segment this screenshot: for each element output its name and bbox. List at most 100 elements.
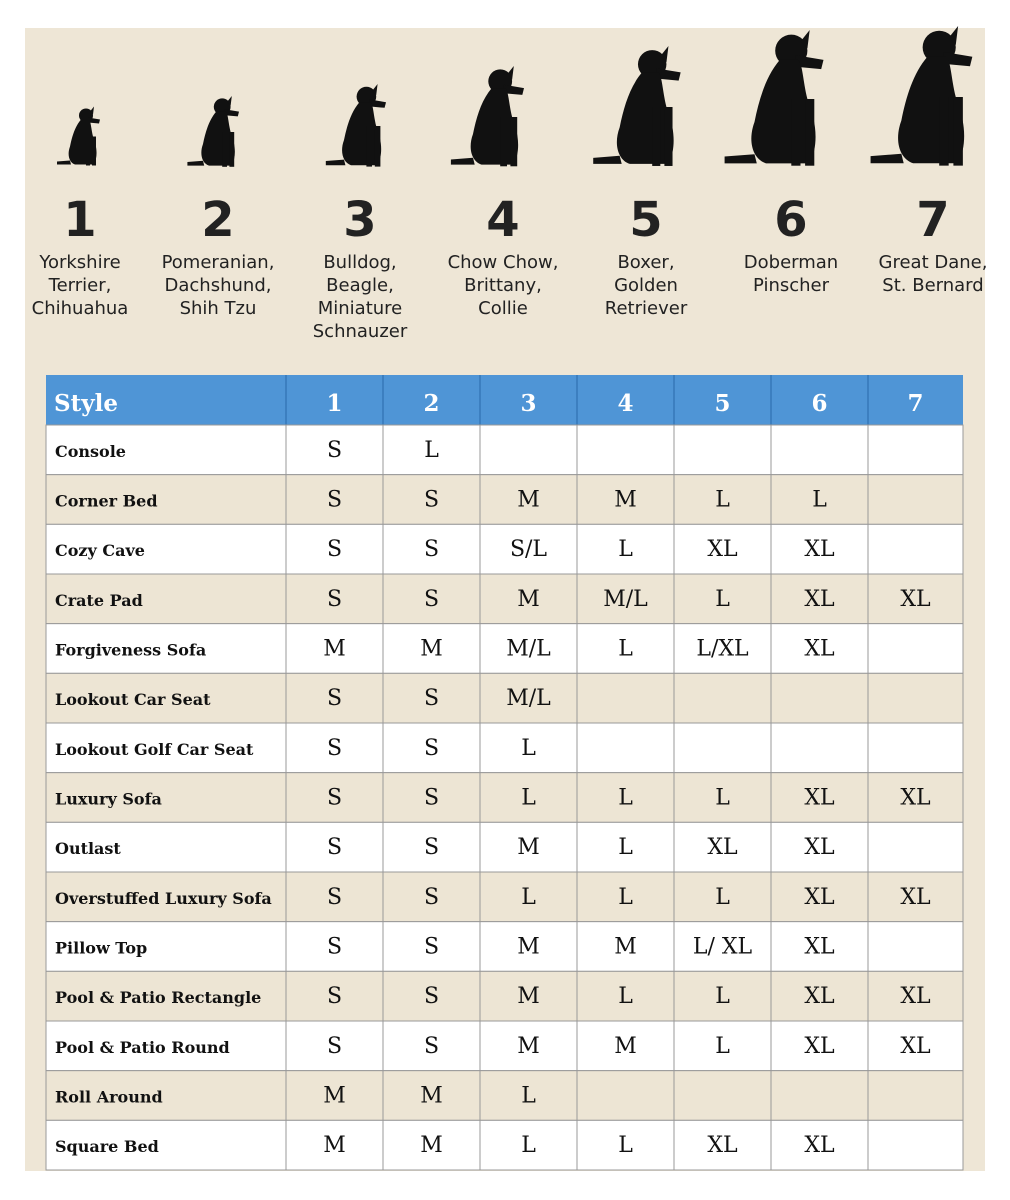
size-cell: S (327, 587, 342, 612)
breed-name: Chow Chow, (448, 252, 559, 273)
breed-name: Pomeranian, (162, 252, 275, 273)
size-cell: L/XL (696, 637, 749, 662)
size-cell: XL (804, 537, 835, 562)
breed-name: Doberman (744, 252, 838, 273)
breed-name: Yorkshire (38, 252, 120, 273)
size-cell: M (614, 935, 637, 960)
breed-name: St. Bernard (882, 275, 983, 296)
breed-number: 5 (629, 192, 662, 248)
table-row (45, 772, 964, 823)
table-row (45, 871, 964, 923)
size-cell: XL (804, 587, 835, 612)
size-cell: M/L (603, 587, 648, 612)
breed-name: Chihuahua (32, 298, 129, 319)
size-cell: M (420, 1084, 443, 1109)
size-cell: XL (900, 885, 931, 910)
size-cell: M (323, 1084, 346, 1109)
size-cell: L (715, 885, 730, 910)
header-cell: 2 (423, 390, 439, 417)
breed-name: Collie (478, 298, 528, 319)
size-cell: L (618, 786, 633, 811)
size-cell: S (424, 984, 439, 1009)
size-cell: M (323, 1133, 346, 1158)
size-cell: M (517, 488, 540, 513)
breed-name: Golden (614, 275, 678, 296)
size-cell: XL (804, 885, 835, 910)
breed-number: 4 (486, 192, 519, 248)
size-cell: S (327, 438, 342, 463)
size-cell: M (420, 1133, 443, 1158)
size-cell: S (327, 686, 342, 711)
size-cell: L (618, 885, 633, 910)
size-cell: L (715, 984, 730, 1009)
size-cell: L (521, 786, 536, 811)
style-name: Lookout Golf Car Seat (55, 740, 254, 759)
breed-name: Beagle, (326, 275, 394, 296)
style-name: Pillow Top (55, 939, 147, 958)
table-row (45, 523, 964, 575)
style-name: Lookout Car Seat (55, 690, 211, 709)
size-cell: M (614, 1034, 637, 1059)
size-cell: M (517, 984, 540, 1009)
header-cell: 4 (617, 390, 633, 417)
size-cell: S (424, 587, 439, 612)
size-cell: L/ XL (693, 935, 753, 960)
size-cell: S (327, 984, 342, 1009)
style-name: Overstuffed Luxury Sofa (55, 889, 272, 908)
table-row (45, 1070, 964, 1121)
size-cell: M/L (506, 686, 551, 711)
size-cell: XL (804, 835, 835, 860)
size-cell: M (420, 637, 443, 662)
size-cell: L (618, 984, 633, 1009)
size-cell: S (327, 488, 342, 513)
size-cell: S (424, 736, 439, 761)
table-row (45, 623, 964, 674)
table-row (45, 921, 964, 972)
breed-number: 1 (63, 192, 96, 248)
breed-name: Dachshund, (165, 275, 272, 296)
style-name: Corner Bed (55, 492, 158, 511)
header-cell: 3 (520, 390, 536, 417)
header-cell: 1 (326, 390, 342, 417)
size-cell: XL (707, 835, 738, 860)
table-row (45, 722, 964, 774)
breed-name: Bulldog, (323, 252, 396, 273)
style-name: Crate Pad (55, 591, 143, 610)
size-cell: XL (804, 1133, 835, 1158)
size-cell: L (521, 885, 536, 910)
breed-name: Pinscher (753, 275, 830, 296)
style-name: Console (55, 442, 126, 461)
table-row (45, 1020, 964, 1072)
size-cell: S (327, 835, 342, 860)
size-cell: M (614, 488, 637, 513)
breed-name: Shih Tzu (180, 298, 257, 319)
breed-number: 3 (343, 192, 376, 248)
breed-name: Miniature (318, 298, 403, 319)
size-cell: M (517, 835, 540, 860)
size-cell: L (715, 488, 730, 513)
size-cell: S (327, 786, 342, 811)
size-cell: L (618, 835, 633, 860)
header-row (46, 375, 963, 425)
size-cell: S (424, 686, 439, 711)
size-cell: L (618, 637, 633, 662)
size-cell: L (521, 1133, 536, 1158)
size-cell: L (715, 786, 730, 811)
size-cell: S (424, 1034, 439, 1059)
style-name: Roll Around (55, 1088, 163, 1107)
header-cell: Style (54, 390, 118, 417)
style-name: Forgiveness Sofa (55, 641, 206, 660)
size-cell: M (517, 1034, 540, 1059)
size-cell: S (424, 935, 439, 960)
style-name: Pool & Patio Rectangle (55, 988, 261, 1007)
size-cell: L (812, 488, 827, 513)
size-cell: M (517, 935, 540, 960)
size-cell: S/L (510, 537, 547, 562)
size-cell: L (618, 1133, 633, 1158)
size-cell: S (424, 885, 439, 910)
size-cell: M (323, 637, 346, 662)
size-cell: S (327, 935, 342, 960)
size-cell: S (424, 835, 439, 860)
size-cell: S (424, 488, 439, 513)
